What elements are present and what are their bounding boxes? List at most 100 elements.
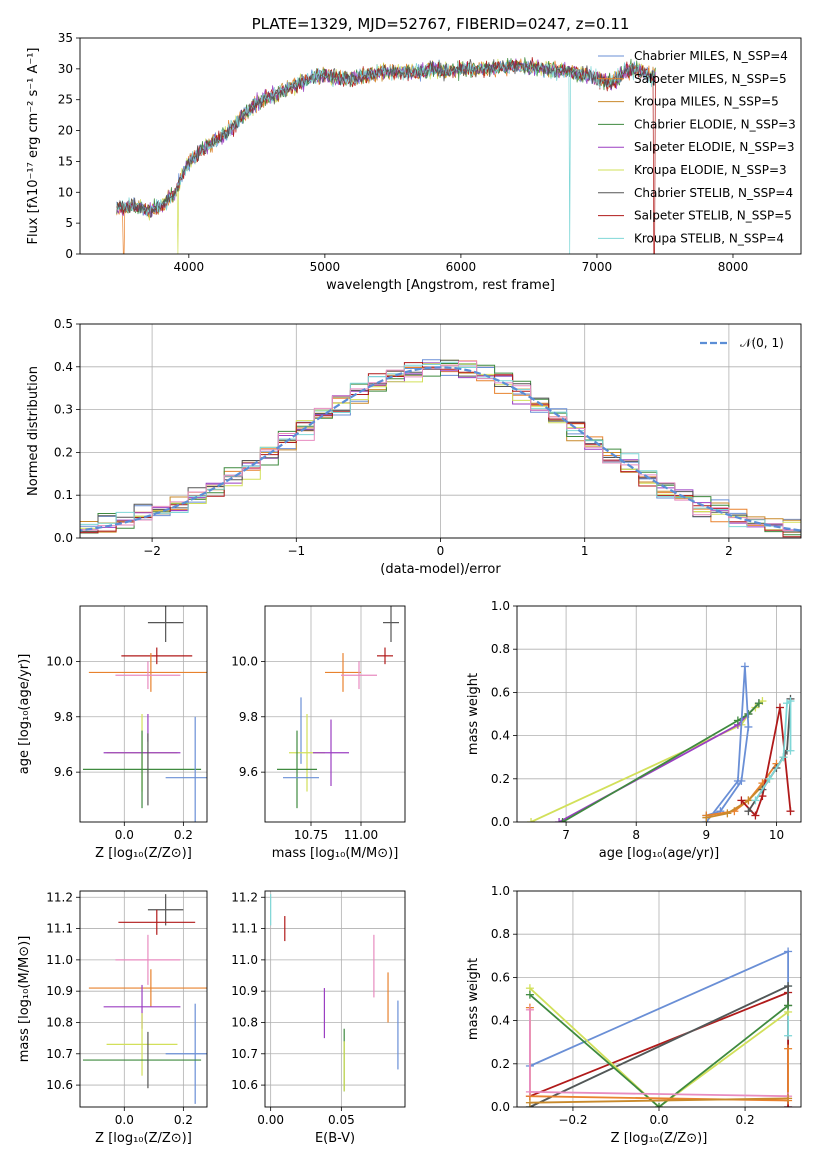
weight-marker: [784, 1094, 793, 1103]
legend-label: 𝒩(0, 1): [740, 336, 784, 350]
y-tick-label: 0.3: [54, 403, 73, 417]
spectrum-line-chabrier_stelib: [116, 59, 656, 218]
weight-line-chabrier_elodie: [529, 994, 789, 1107]
x-tick-label: 0.2: [174, 1113, 193, 1127]
y-tick-label: 9.8: [239, 710, 258, 724]
y-tick-label: 10: [58, 185, 73, 199]
y-tick-label: 15: [58, 154, 73, 168]
errorbar-point: [121, 647, 193, 665]
weight-marker: [555, 818, 564, 822]
x-axis-label: Z [log₁₀(Z/Z⊙)]: [611, 1131, 708, 1146]
errorbar-point: [377, 647, 393, 665]
weight-marker: [558, 818, 567, 822]
x-tick-label: 7000: [582, 260, 613, 274]
weight-marker: [784, 947, 793, 956]
mass_vs_ebv-chart: 0.00 0.05 10.6 10.7 10.8 10.9 11.0 11.1 11.2 E(B-…: [231, 890, 406, 1146]
weight-marker: [723, 809, 732, 818]
y-tick-label: 9.8: [54, 710, 73, 724]
x-tick-label: 0.00: [257, 1113, 284, 1127]
weight-marker: [525, 990, 534, 999]
y-tick-label: 0.0: [491, 815, 510, 829]
weight_vs_Z-plot-area: [525, 947, 793, 1107]
age_vs_mass-chart: 10.75 11.00 9.6 9.8 10.0 mass [log₁₀(M/M⊙)]: [231, 605, 406, 861]
y-axis-label: Normed distribution: [26, 366, 41, 496]
weight-line-kroupa_miles: [529, 1097, 789, 1104]
y-tick-label: 10.7: [231, 1047, 258, 1061]
spectrum-line-chabrier_elodie: [116, 57, 656, 217]
y-tick-label: 30: [58, 62, 73, 76]
errorbar-point: [147, 606, 184, 642]
x-tick-label: 0.0: [115, 1113, 134, 1127]
errorbar-point: [165, 716, 207, 822]
mass_vs_ebv-plot-area: [270, 894, 399, 1092]
weight-marker: [751, 811, 760, 820]
x-tick-label: −1: [287, 544, 305, 558]
weight-marker: [765, 774, 774, 783]
axes-frame: [516, 890, 802, 1108]
x-tick-label: 5000: [310, 260, 341, 274]
y-tick-label: 0.0: [54, 531, 73, 545]
errorbar-point: [147, 894, 184, 926]
y-tick-label: 0.8: [491, 642, 510, 656]
spectrum-line-chabrier_miles: [116, 59, 656, 216]
y-tick-label: 10.7: [46, 1047, 73, 1061]
errorbar-point: [325, 653, 361, 692]
weight-line-kroupa_stelib: [754, 699, 792, 801]
errorbar-point: [106, 1013, 178, 1076]
weight-marker: [786, 697, 795, 706]
y-tick-label: 0: [65, 247, 73, 261]
errorbar-point: [277, 730, 317, 809]
errorbar-point: [88, 969, 207, 1007]
errorbar-point: [88, 653, 207, 692]
y-tick-label: 10.0: [231, 654, 258, 668]
axes-frame: [79, 605, 208, 823]
errorbar-point: [341, 661, 377, 690]
x-tick-label: 6000: [446, 260, 477, 274]
errorbar-point: [165, 1003, 207, 1104]
weight-marker: [775, 703, 784, 712]
weight-marker: [779, 753, 788, 762]
legend-label: Salpeter STELIB, N_SSP=5: [634, 209, 792, 223]
x-axis-label: Z [log₁₀(Z/Z⊙)]: [95, 846, 192, 861]
legend-label: Chabrier STELIB, N_SSP=4: [634, 186, 793, 200]
legend-label: Salpeter ELODIE, N_SSP=3: [634, 140, 795, 154]
axes-frame: [516, 605, 802, 823]
x-tick-label: 8: [632, 828, 640, 842]
errorbar-point: [118, 909, 196, 935]
errorbar-point: [383, 606, 399, 642]
weight-marker: [733, 716, 742, 725]
y-tick-label: 0.1: [54, 488, 73, 502]
y-tick-label: 0.0: [491, 1100, 510, 1114]
y-axis-label: mass weight: [466, 958, 481, 1040]
y-tick-label: 0.4: [491, 729, 510, 743]
weight-marker: [740, 662, 749, 671]
weight-marker: [525, 1098, 534, 1107]
weight-line-kroupa_elodie: [529, 987, 789, 1107]
x-axis-label: wavelength [Angstrom, rest frame]: [326, 278, 555, 293]
x-tick-label: 0.2: [174, 828, 193, 842]
weight-marker: [527, 818, 536, 822]
y-tick-label: 10.6: [46, 1078, 73, 1092]
legend-label: Chabrier MILES, N_SSP=4: [634, 49, 788, 63]
weight-marker: [744, 807, 753, 816]
x-tick-label: 9: [703, 828, 711, 842]
y-tick-label: 9.6: [239, 765, 258, 779]
weight-marker: [784, 1044, 793, 1053]
axes-frame: [79, 37, 802, 255]
normal-curve: [80, 366, 801, 532]
weight-marker: [786, 807, 795, 816]
y-axis-label: age [log₁₀(age/yr)]: [17, 654, 32, 775]
spectrum-chart: 4000 5000 6000 7000 8000 0 5 10 15 20 25 30 35 wavele…: [26, 15, 802, 293]
y-tick-label: 11.0: [231, 953, 258, 967]
x-axis-label: (data-model)/error: [380, 562, 501, 577]
x-tick-label: 0.2: [736, 1113, 755, 1127]
y-tick-label: 10.6: [231, 1078, 258, 1092]
weight-marker: [655, 1103, 663, 1107]
weight_vs_Z-chart: −0.2 0.0 0.2 0.0 0.2 0.4 0.6 0.8 1.0 Z [log₁₀(Z/Z…: [466, 884, 802, 1146]
y-tick-label: 0.4: [491, 1014, 510, 1028]
y-tick-label: 11.1: [231, 922, 258, 936]
x-axis-label: mass [log₁₀(M/M⊙)]: [272, 846, 399, 861]
legend-label: Kroupa ELODIE, N_SSP=3: [634, 163, 787, 177]
weight-marker: [784, 982, 793, 991]
